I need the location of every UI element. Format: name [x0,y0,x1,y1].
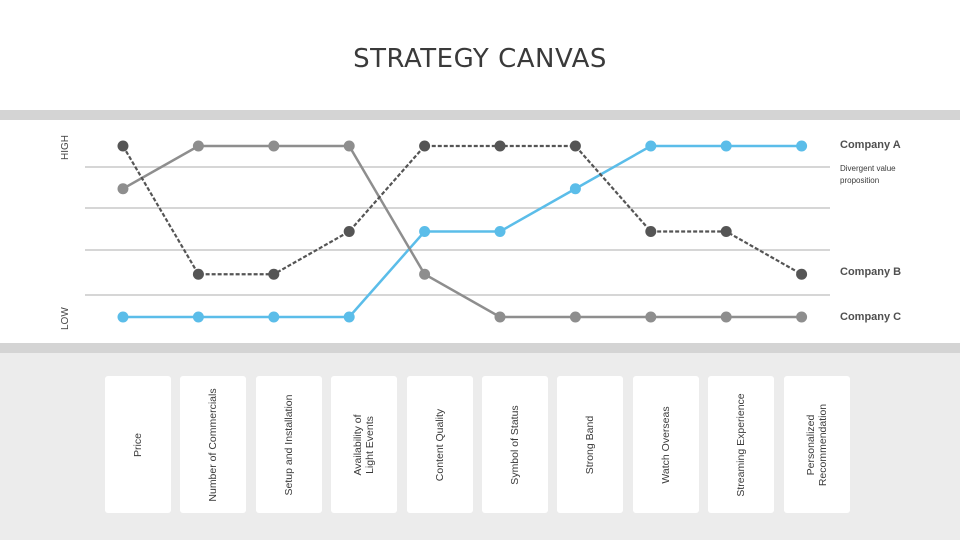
data-point-company-a [343,311,355,323]
data-point-company-a [419,226,431,237]
series-line-company-c [122,144,802,319]
factor-card: Availability of Light Events [331,376,398,513]
data-point-company-b [494,140,506,152]
factor-label: Setup and Installation [282,394,295,495]
series-company-a [117,140,808,323]
data-point-company-c [268,140,280,152]
data-point-company-c [192,140,204,152]
series-line-company-a [123,144,802,319]
legend-company-b: Company B [840,266,902,278]
factor-label: Strong Band [584,415,597,474]
data-point-company-c [720,311,732,323]
factor-label: Price [132,432,144,457]
data-point-company-a [720,140,732,152]
factor-card: Streaming Experience [708,376,775,513]
data-point-company-b [645,226,657,237]
factor-label: Availability of Light Events [352,413,377,476]
factor-label: Content Quality [433,408,446,481]
top-band [0,110,960,120]
grid-lines [85,166,830,296]
data-point-company-b [796,268,808,280]
data-point-company-c [569,311,581,323]
series-company-c [117,140,808,323]
data-point-company-b [343,226,355,237]
data-point-company-c [419,268,431,280]
factor-card: Price [105,376,171,513]
factor-card: Setup and Installation [255,376,322,513]
factor-card: Symbol of Status [482,376,548,513]
factor-card: Personalized Recommendation [783,376,850,513]
factor-card: Strong Band [557,376,624,513]
factor-label: Number of Commercials [207,387,220,502]
data-point-company-c [494,311,506,323]
series-layer [117,140,808,323]
data-point-company-b [720,226,732,237]
series-line-company-b [122,144,803,276]
factor-label: Personalized Recommendation [804,403,829,486]
page-title: STRATEGY CANVAS [353,44,607,74]
axis-low-label: LOW [60,307,71,330]
data-point-company-a [268,311,280,323]
data-point-company-a [494,226,506,237]
factor-card: Content Quality [406,376,473,513]
legend-company-c: Company C [840,311,902,323]
data-point-company-a [796,140,808,152]
data-point-company-c [117,183,129,195]
data-point-company-b [268,268,280,280]
axis-high-label: HIGH [60,135,71,160]
data-point-company-c [343,140,355,152]
annotation-divergent: Divergent value proposition [840,164,896,185]
factor-label: Watch Overseas [659,405,672,484]
data-point-company-a [192,311,204,323]
factor-card: Watch Overseas [632,376,699,513]
data-point-company-a [117,311,129,323]
data-point-company-b [192,268,204,280]
factor-label: Streaming Experience [735,392,748,497]
data-point-company-c [645,311,657,323]
factor-card: Number of Commercials [180,376,247,513]
data-point-company-b [419,140,431,152]
data-point-company-c [796,311,808,323]
middle-band [0,343,960,353]
legend-company-a: Company A [840,139,901,151]
data-point-company-a [569,183,581,195]
data-point-company-a [645,140,657,152]
data-point-company-b [117,140,129,152]
factor-label: Symbol of Status [509,404,521,485]
series-company-b [117,140,808,280]
data-point-company-b [569,140,581,152]
